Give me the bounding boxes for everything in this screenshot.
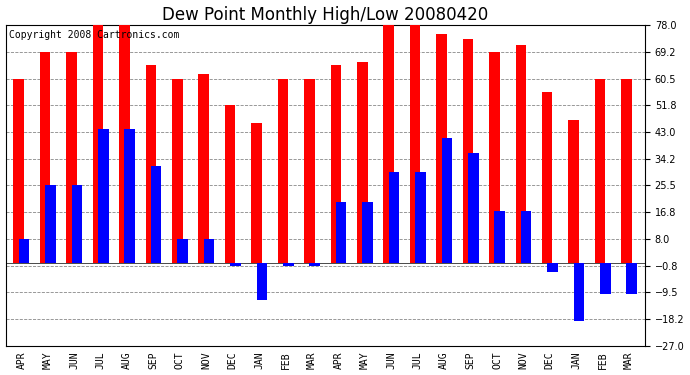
Bar [573, 263, 584, 321]
Bar [66, 52, 77, 263]
Bar [357, 62, 368, 263]
Bar [489, 52, 500, 263]
Bar [277, 78, 288, 263]
Bar [257, 263, 267, 300]
Bar [199, 74, 209, 263]
Bar [124, 129, 135, 263]
Bar [19, 239, 30, 263]
Bar [468, 153, 478, 263]
Bar [521, 211, 531, 263]
Bar [45, 185, 56, 263]
Bar [542, 92, 553, 263]
Bar [442, 138, 452, 263]
Bar [230, 263, 241, 266]
Bar [151, 165, 161, 263]
Bar [415, 172, 426, 263]
Title: Dew Point Monthly High/Low 20080420: Dew Point Monthly High/Low 20080420 [162, 6, 489, 24]
Bar [494, 211, 505, 263]
Bar [92, 25, 104, 263]
Bar [172, 78, 183, 263]
Bar [547, 263, 558, 272]
Text: Copyright 2008 Cartronics.com: Copyright 2008 Cartronics.com [9, 30, 179, 40]
Bar [251, 123, 262, 263]
Bar [14, 78, 24, 263]
Bar [384, 25, 394, 263]
Bar [569, 120, 579, 263]
Bar [283, 263, 293, 266]
Bar [204, 239, 215, 263]
Bar [410, 25, 420, 263]
Bar [621, 78, 632, 263]
Bar [627, 263, 637, 294]
Bar [177, 239, 188, 263]
Bar [146, 65, 156, 263]
Bar [72, 185, 82, 263]
Bar [309, 263, 320, 266]
Bar [98, 129, 108, 263]
Bar [595, 78, 605, 263]
Bar [225, 105, 235, 263]
Bar [515, 45, 526, 263]
Bar [600, 263, 611, 294]
Bar [362, 202, 373, 263]
Bar [119, 25, 130, 263]
Bar [40, 52, 50, 263]
Bar [436, 34, 447, 263]
Bar [304, 78, 315, 263]
Bar [336, 202, 346, 263]
Bar [331, 65, 341, 263]
Bar [463, 39, 473, 263]
Bar [388, 172, 400, 263]
